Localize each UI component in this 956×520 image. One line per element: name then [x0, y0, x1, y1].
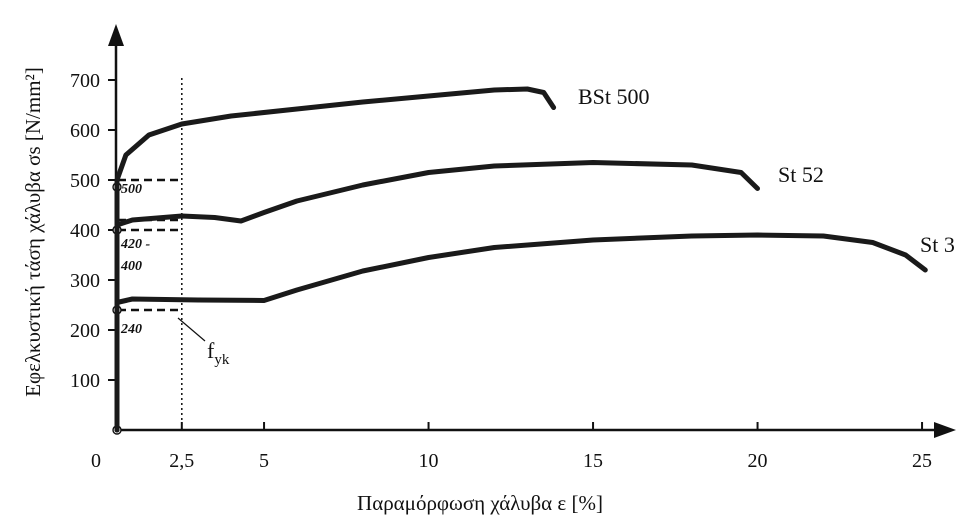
stress-strain-curve: [114, 232, 928, 433]
y-tick-label: 300: [70, 270, 100, 292]
yield-value-label: 240: [120, 322, 142, 337]
fyk-label: fyk: [207, 338, 230, 368]
series-labels: BSt 500 St 52 St 37: [578, 84, 956, 257]
y-ticks: 100 200 300 400 500 600 700: [70, 70, 116, 392]
axes: [108, 24, 956, 438]
fyk-leader-line: [177, 317, 206, 342]
x-axis-arrow: [934, 422, 956, 438]
y-tick-label: 600: [70, 120, 100, 142]
y-tick-label: 100: [70, 370, 100, 392]
fyk-main: f: [207, 338, 215, 363]
x-ticks: 0 2,5 5 10 15 20 25: [91, 422, 932, 472]
y-tick-label: 400: [70, 220, 100, 242]
fyk-subscript: yk: [214, 352, 230, 368]
reference-lines: 500 420 - 400 240: [112, 78, 183, 435]
yield-value-label: 400: [120, 259, 142, 274]
x-tick-label: 5: [259, 450, 269, 472]
x-tick-label: 25: [912, 450, 932, 472]
fyk-annotation: fyk: [177, 317, 230, 368]
stress-strain-curve: [114, 86, 557, 433]
series-label: St 52: [778, 162, 824, 187]
y-tick-label: 500: [70, 170, 100, 192]
y-axis-title: Εφελκυστική τάση χάλυβα σs [N/mm²]: [21, 67, 45, 397]
x-tick-label: 0: [91, 450, 101, 472]
curves: [114, 86, 928, 433]
yield-value-label: 500: [121, 182, 142, 197]
series-label: St 37: [920, 232, 956, 257]
y-axis-arrow: [108, 24, 124, 46]
x-tick-label: 15: [583, 450, 603, 472]
x-axis-title: Παραμόρφωση χάλυβα ε [%]: [357, 491, 603, 515]
series-label: BSt 500: [578, 84, 650, 109]
x-tick-label: 20: [748, 450, 768, 472]
stress-strain-curve: [114, 160, 760, 433]
yield-value-label: 420 -: [120, 237, 151, 252]
x-tick-label: 10: [419, 450, 439, 472]
y-tick-label: 700: [70, 70, 100, 92]
x-tick-label: 2,5: [169, 450, 194, 472]
y-tick-label: 200: [70, 320, 100, 342]
